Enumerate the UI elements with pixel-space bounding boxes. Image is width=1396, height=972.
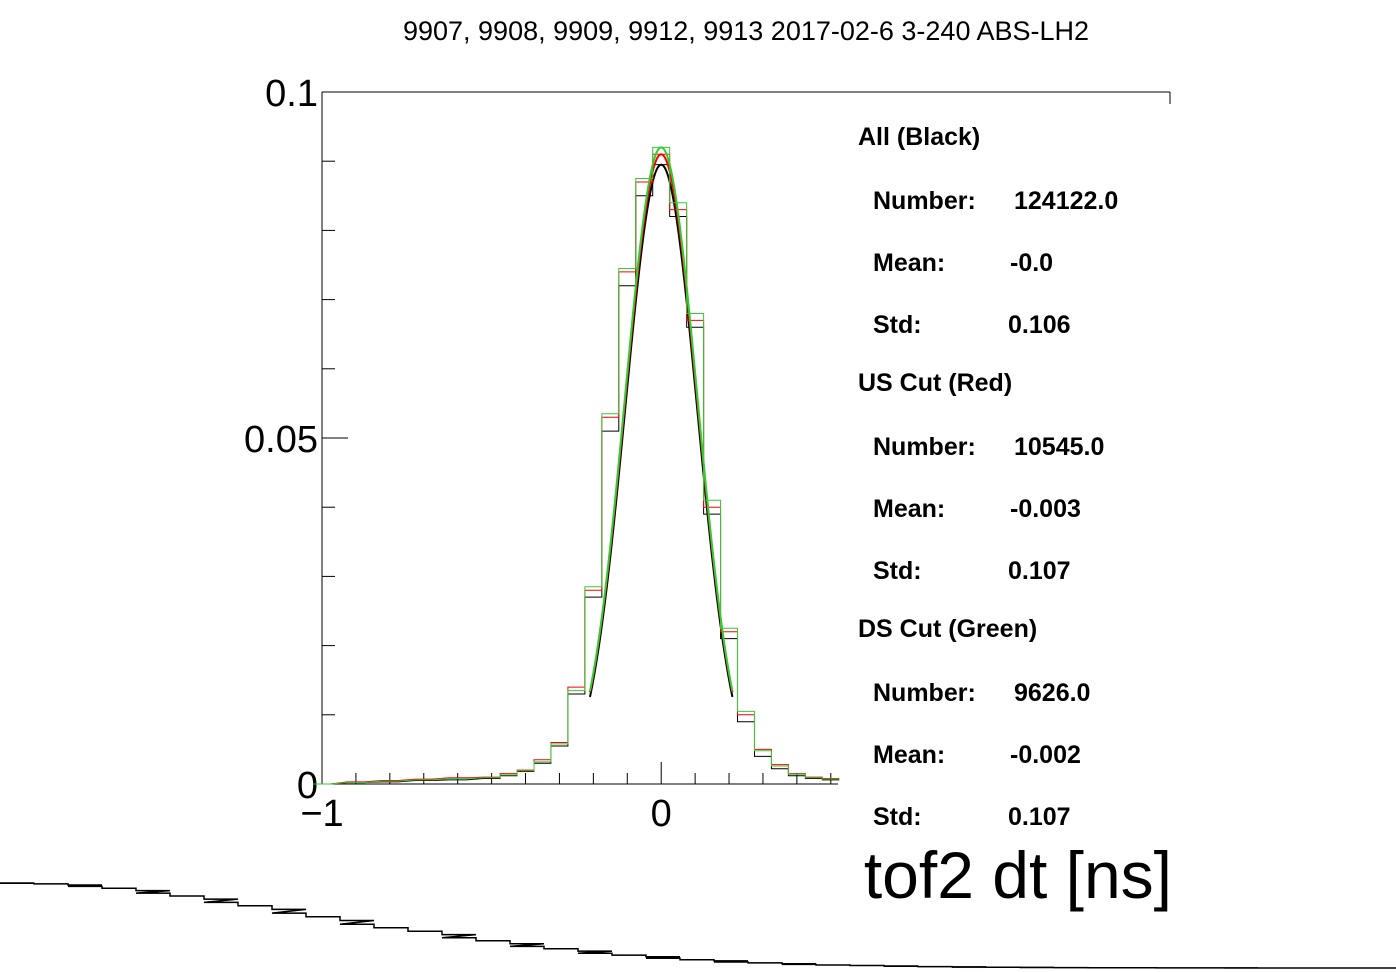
y-tick-label: 0.1 bbox=[265, 73, 318, 115]
stats-value: 124122.0 bbox=[1014, 187, 1118, 215]
stats-label: Number: bbox=[873, 433, 976, 461]
stats-heading: All (Black) bbox=[858, 123, 980, 151]
gaussian-fit-line bbox=[588, 153, 734, 693]
stats-value: 0.107 bbox=[1008, 803, 1071, 831]
series-layer bbox=[313, 146, 840, 785]
stats-heading: US Cut (Red) bbox=[858, 369, 1012, 397]
histogram-steps bbox=[313, 164, 840, 785]
x-axis-title: tof2 dt [ns] bbox=[864, 838, 1172, 912]
stats-label: Number: bbox=[873, 679, 976, 707]
chart-title: 9907, 9908, 9909, 9912, 9913 2017-02-6 3… bbox=[403, 16, 1089, 46]
x-tick-marks: −1 0 bbox=[300, 762, 832, 835]
stats-label: Number: bbox=[873, 187, 976, 215]
stats-heading: DS Cut (Green) bbox=[858, 615, 1037, 643]
tail-curve bbox=[0, 882, 1396, 969]
series-2 bbox=[313, 146, 840, 785]
stats-legend: All (Black) Number: 124122.0 Mean: -0.0 Std: 0… bbox=[858, 123, 1118, 831]
series-1 bbox=[313, 153, 840, 785]
histogram-steps bbox=[313, 146, 840, 785]
tail-curve bbox=[0, 882, 1396, 969]
stats-value: 0.107 bbox=[1008, 557, 1071, 585]
tail-curve bbox=[0, 882, 1396, 969]
y-tick-label: 0.05 bbox=[244, 419, 318, 461]
stats-label: Mean: bbox=[873, 741, 945, 769]
tail-overflow-layer bbox=[0, 882, 1396, 969]
stats-value: 9626.0 bbox=[1014, 679, 1090, 707]
x-tick-label: 0 bbox=[651, 793, 672, 835]
stats-value: 10545.0 bbox=[1014, 433, 1104, 461]
x-tick-label: −1 bbox=[300, 793, 343, 835]
y-tick-marks: 0 0.05 0.1 bbox=[244, 73, 348, 807]
stats-label: Std: bbox=[873, 803, 922, 831]
histogram-steps bbox=[313, 153, 840, 785]
stats-value: -0.002 bbox=[1010, 741, 1081, 769]
stats-label: Std: bbox=[873, 311, 922, 339]
stats-label: Mean: bbox=[873, 495, 945, 523]
y-tick-label: 0 bbox=[297, 765, 318, 807]
stats-value: 0.106 bbox=[1008, 311, 1071, 339]
stats-label: Std: bbox=[873, 557, 922, 585]
stats-value: -0.003 bbox=[1010, 495, 1081, 523]
gaussian-fit-line bbox=[588, 146, 734, 692]
series-0 bbox=[313, 163, 840, 785]
stats-value: -0.0 bbox=[1010, 249, 1053, 277]
stats-label: Mean: bbox=[873, 249, 945, 277]
